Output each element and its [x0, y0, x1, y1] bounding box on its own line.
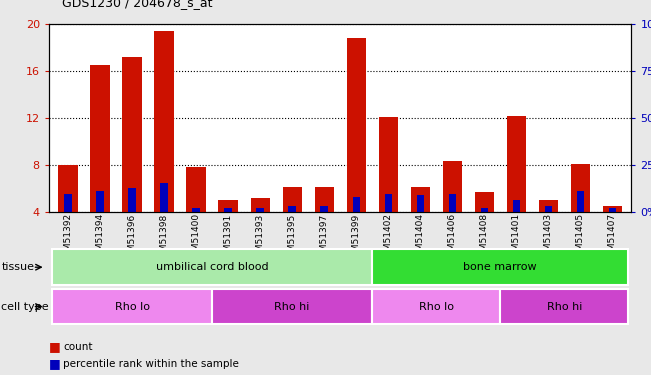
Text: Rho lo: Rho lo	[419, 302, 454, 312]
Bar	[186, 167, 206, 212]
Bar	[283, 187, 301, 212]
Bar	[320, 206, 328, 212]
Bar	[122, 57, 142, 212]
Bar	[449, 194, 456, 212]
Bar	[506, 116, 526, 212]
Bar	[538, 200, 558, 212]
Bar	[411, 187, 430, 212]
Bar	[219, 200, 238, 212]
Bar	[512, 200, 520, 212]
Text: ■: ■	[49, 357, 61, 370]
Text: percentile rank within the sample: percentile rank within the sample	[63, 359, 239, 369]
Bar	[225, 209, 232, 212]
Bar	[346, 39, 366, 212]
Bar	[379, 117, 398, 212]
Bar	[128, 188, 135, 212]
Bar	[314, 187, 334, 212]
Text: Rho hi: Rho hi	[275, 302, 310, 312]
Bar	[577, 191, 584, 212]
Bar	[64, 194, 72, 212]
Bar	[545, 206, 552, 212]
Bar	[251, 198, 270, 212]
Text: Rho hi: Rho hi	[547, 302, 582, 312]
Bar	[443, 162, 462, 212]
Bar	[288, 206, 296, 212]
Text: bone marrow: bone marrow	[464, 262, 537, 272]
Bar	[475, 192, 494, 212]
Bar	[193, 209, 200, 212]
Text: ■: ■	[49, 340, 61, 353]
Bar	[417, 195, 424, 212]
Text: GDS1230 / 204678_s_at: GDS1230 / 204678_s_at	[62, 0, 212, 9]
Text: tissue: tissue	[1, 262, 35, 272]
Bar	[385, 194, 392, 212]
Text: cell type: cell type	[1, 302, 49, 312]
Bar	[352, 196, 360, 212]
Bar	[154, 32, 174, 212]
Bar	[571, 164, 590, 212]
Text: count: count	[63, 342, 92, 352]
Bar	[256, 209, 264, 212]
Text: Rho lo: Rho lo	[115, 302, 150, 312]
Bar	[160, 183, 168, 212]
Text: umbilical cord blood: umbilical cord blood	[156, 262, 268, 272]
Bar	[96, 191, 104, 212]
Bar	[59, 165, 77, 212]
Bar	[90, 65, 109, 212]
Bar	[603, 206, 622, 212]
Bar	[480, 209, 488, 212]
Bar	[609, 209, 616, 212]
